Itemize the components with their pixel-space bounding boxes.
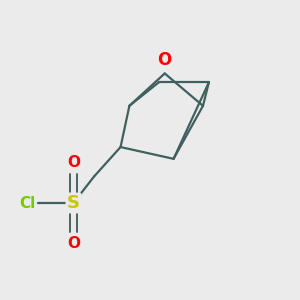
Text: S: S (67, 194, 80, 212)
Text: Cl: Cl (19, 196, 35, 211)
Text: O: O (158, 51, 172, 69)
Text: O: O (67, 236, 80, 251)
Text: O: O (67, 155, 80, 170)
